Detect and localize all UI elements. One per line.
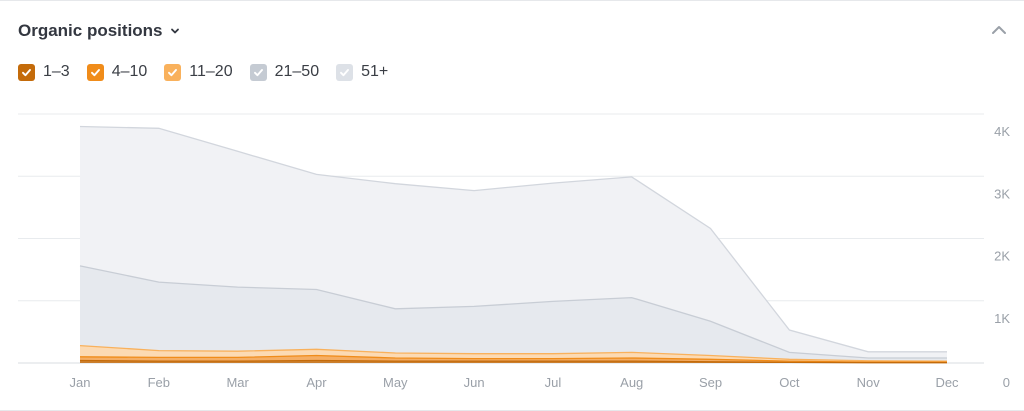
x-tick-label: Jan xyxy=(70,375,91,390)
checkbox-checked-icon xyxy=(164,63,182,81)
legend-item-51-plus[interactable]: 51+ xyxy=(336,63,388,81)
legend-label: 21–50 xyxy=(274,63,320,80)
x-tick-label: Feb xyxy=(148,375,170,390)
x-tick-label: Oct xyxy=(779,375,800,390)
x-tick-label: Nov xyxy=(857,375,881,390)
y-tick-label: 4K xyxy=(994,124,1010,139)
panel-title: Organic positions xyxy=(18,21,163,40)
x-tick-label: Jul xyxy=(545,375,562,390)
legend-label: 11–20 xyxy=(189,63,233,80)
checkbox-checked-icon xyxy=(86,63,104,81)
y-tick-label: 2K xyxy=(994,249,1010,264)
organic-positions-dropdown[interactable]: Organic positions xyxy=(18,21,181,41)
line-series-11-20 xyxy=(79,344,948,362)
legend-item-11-20[interactable]: 11–20 xyxy=(164,63,233,81)
legend-item-1-3[interactable]: 1–3 xyxy=(18,63,70,81)
checkbox-checked-icon xyxy=(249,63,267,81)
area-series-21-50 xyxy=(80,265,947,362)
chevron-down-icon xyxy=(169,25,181,37)
y-tick-label: 0 xyxy=(1003,375,1010,390)
x-tick-label: Sep xyxy=(699,375,722,390)
legend-item-21-50[interactable]: 21–50 xyxy=(249,63,320,81)
line-series-4-10 xyxy=(79,354,947,363)
x-tick-label: Dec xyxy=(935,375,959,390)
legend-label: 51+ xyxy=(361,63,389,80)
x-tick-label: May xyxy=(383,375,408,390)
organic-positions-chart: Jan Feb Mar Apr May Jun Jul Aug Sep Oct Nov Dec 0 1K… xyxy=(18,113,1010,390)
y-tick-label: 1K xyxy=(994,311,1010,326)
checkbox-checked-icon xyxy=(336,63,354,81)
line-series-51-plus xyxy=(79,125,947,353)
line-series-21-50 xyxy=(79,265,947,359)
checkbox-checked-icon xyxy=(18,63,35,81)
legend-label: 1–3 xyxy=(43,63,70,80)
x-tick-label: Mar xyxy=(226,375,249,390)
chart-legend: 1–3 4–10 11–20 21–50 51+ xyxy=(18,63,388,81)
chevron-up-icon[interactable] xyxy=(990,23,1008,37)
area-series-51-plus xyxy=(80,126,947,358)
legend-item-4-10[interactable]: 4–10 xyxy=(86,63,148,81)
x-tick-label: Apr xyxy=(306,375,327,390)
x-tick-label: Aug xyxy=(620,375,643,390)
line-series-1-3 xyxy=(79,359,947,364)
x-tick-label: Jun xyxy=(464,375,485,390)
y-tick-label: 3K xyxy=(994,186,1010,201)
legend-label: 4–10 xyxy=(111,63,148,80)
